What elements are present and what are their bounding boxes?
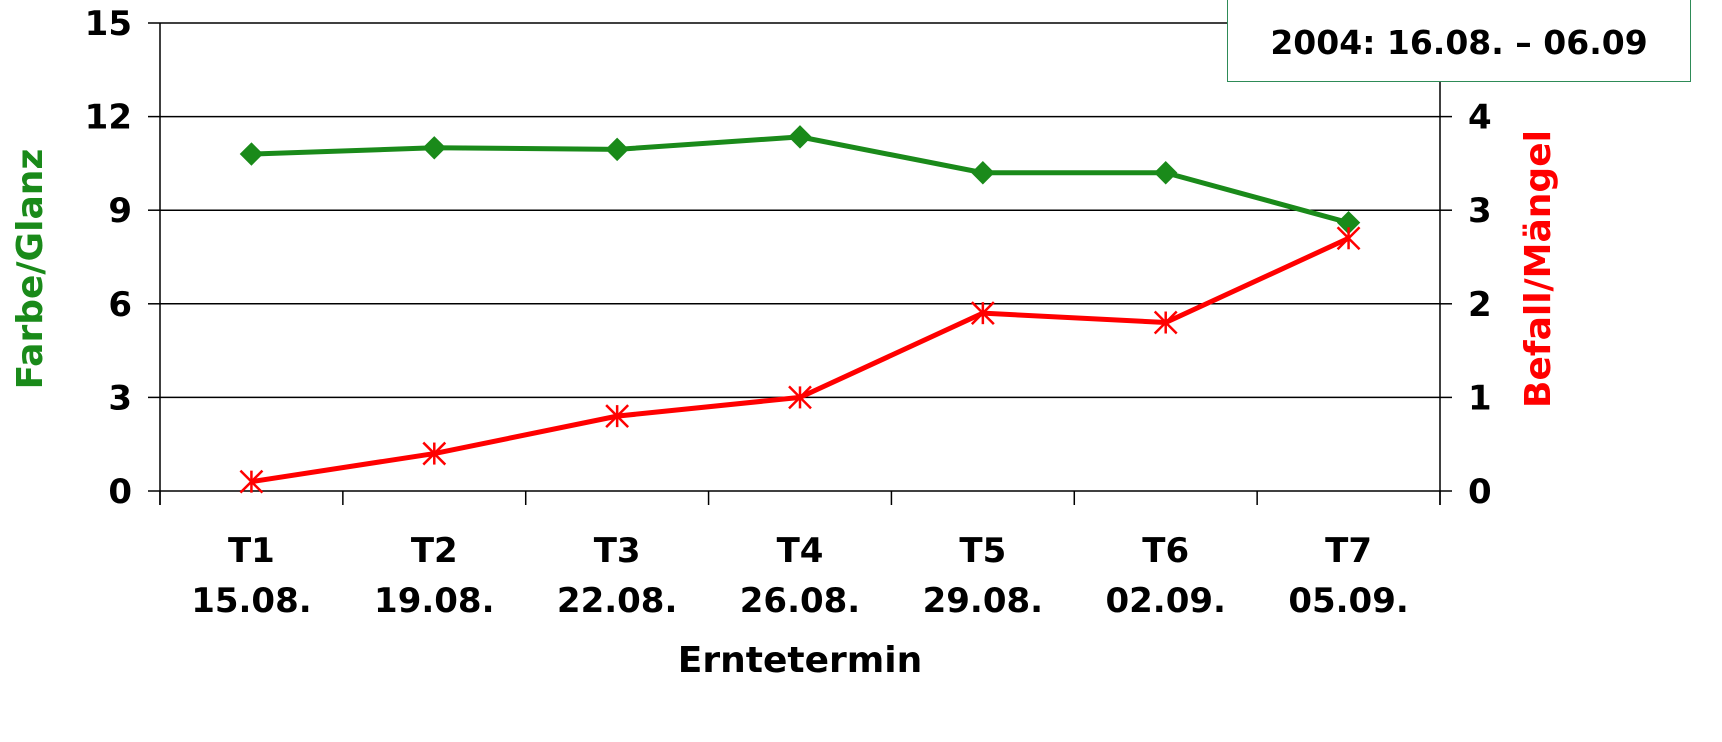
x-tick-label-date: 05.09.	[1288, 581, 1408, 621]
series-line	[251, 236, 1350, 485]
y-axis-right-title: Befall/Mängel	[1518, 130, 1559, 408]
x-tick-label-date: 02.09.	[1105, 581, 1225, 621]
annotation-text: 2004: 16.08. – 06.09	[1270, 23, 1648, 62]
x-tick-label: T1	[228, 531, 275, 571]
data-point-asterisk	[970, 301, 995, 326]
y-tick-label-right: 4	[1468, 98, 1492, 138]
axes	[148, 22, 1452, 505]
data-point-diamond	[422, 136, 446, 160]
x-tick-label-date: 26.08.	[740, 581, 860, 621]
x-tick-label-date: 15.08.	[191, 581, 311, 621]
x-axis-title: Erntetermin	[678, 640, 922, 681]
data-point-asterisk	[1153, 310, 1178, 335]
data-point-asterisk	[422, 441, 447, 466]
x-tick-label: T3	[594, 531, 641, 571]
y-tick-label-left: 9	[108, 191, 132, 231]
data-point-diamond	[788, 125, 812, 149]
y-tick-label-right: 0	[1468, 472, 1492, 512]
data-point-asterisk	[788, 385, 812, 410]
x-tick-label: T4	[777, 531, 824, 571]
data-point-asterisk	[605, 404, 630, 429]
data-point-diamond	[605, 137, 629, 162]
x-tick-label: T7	[1325, 531, 1372, 571]
y-tick-label-right: 3	[1468, 191, 1492, 231]
x-tick-label: T2	[411, 531, 458, 571]
data-point-asterisk	[1336, 226, 1361, 251]
annotation-box: 2004: 16.08. – 06.09	[1227, 0, 1691, 82]
data-point-diamond	[1154, 161, 1178, 185]
x-tick-label-date: 29.08.	[923, 581, 1043, 621]
y-tick-label-right: 2	[1468, 285, 1492, 325]
x-tick-label: T6	[1142, 531, 1189, 571]
y-tick-label-left: 3	[108, 378, 132, 418]
y-axis-left-title: Farbe/Glanz	[10, 149, 51, 390]
data-point-diamond	[971, 161, 995, 185]
y-tick-label-left: 15	[85, 4, 132, 44]
y-tick-label-left: 12	[85, 98, 132, 138]
data-point-asterisk	[239, 469, 264, 494]
x-tick-label-date: 22.08.	[557, 581, 677, 621]
x-tick-label: T5	[959, 531, 1006, 571]
series	[239, 125, 1361, 494]
tick-labels: 0369121501234T115.08.T219.08.T322.08.T42…	[85, 4, 1492, 621]
y-tick-label-left: 0	[108, 472, 132, 512]
y-tick-label-left: 6	[108, 285, 132, 325]
data-point-diamond	[239, 142, 264, 166]
x-tick-label-date: 19.08.	[374, 581, 494, 621]
gridlines	[160, 22, 1440, 399]
y-tick-label-right: 1	[1468, 378, 1492, 418]
